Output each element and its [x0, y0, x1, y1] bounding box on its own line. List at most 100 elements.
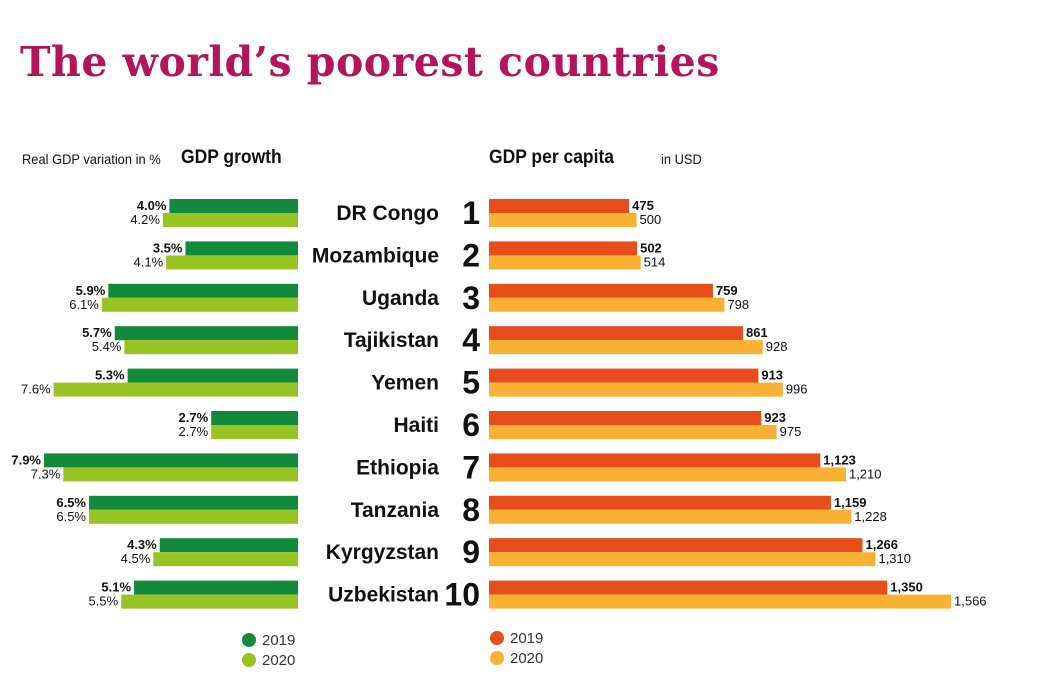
rank-label: 8	[462, 492, 480, 528]
gdp-value-label-2019: 1,123	[823, 452, 856, 467]
gdp-value-label-2020: 996	[786, 382, 808, 397]
gdp-per-capita-title: GDP per capita	[489, 147, 615, 168]
growth-value-label-2020: 2.7%	[179, 424, 209, 439]
growth-value-label-2020: 7.6%	[21, 382, 51, 397]
growth-value-label-2020: 7.3%	[31, 466, 61, 481]
growth-bar-2020	[153, 552, 298, 567]
growth-bar-2020	[121, 594, 299, 609]
growth-value-label-2020: 6.5%	[56, 509, 86, 524]
growth-bar-2020	[89, 509, 298, 524]
growth-bar-2019	[114, 326, 298, 341]
legend-label-growth-2020: 2020	[262, 652, 295, 669]
gdp-value-label-2020: 500	[640, 212, 662, 227]
rank-label: 4	[462, 322, 480, 358]
rank-label: 5	[462, 365, 480, 401]
growth-bar-2020	[162, 213, 298, 227]
growth-value-label-2020: 6.1%	[69, 297, 99, 312]
growth-bar-2020	[124, 340, 298, 355]
growth-bar-2019	[108, 283, 298, 298]
gdp-bar-2019	[489, 283, 713, 298]
gdp-value-label-2019: 1,159	[834, 495, 867, 510]
gdp-value-label-2020: 975	[780, 424, 802, 439]
gdp-bar-2020	[489, 382, 783, 397]
gdp-bar-2019	[489, 580, 888, 595]
gdp-bar-2019	[489, 368, 759, 383]
growth-value-label-2019: 2.7%	[179, 410, 209, 425]
gdp-value-label-2019: 1,266	[865, 537, 898, 552]
growth-bar-2019	[211, 411, 298, 425]
gdp-value-label-2019: 759	[716, 283, 738, 298]
legend-swatch-growth-2020	[242, 653, 256, 667]
gdp-bar-2020	[489, 467, 846, 482]
rank-label: 3	[462, 280, 480, 316]
country-label: DR Congo	[336, 202, 439, 225]
gdp-bar-2020	[489, 552, 876, 567]
gdp-bar-2019	[489, 453, 821, 468]
gdp-bar-2019	[489, 495, 831, 510]
legend-label-gdp-2019: 2019	[510, 630, 543, 647]
gdp-value-label-2020: 798	[727, 297, 749, 312]
gdp-value-label-2019: 502	[640, 240, 662, 255]
rank-label: 6	[462, 407, 480, 443]
growth-value-label-2020: 4.2%	[130, 212, 160, 227]
page-title: The world’s poorest countries	[20, 38, 720, 86]
rank-label: 2	[462, 237, 480, 273]
gdp-bar-2019	[489, 326, 744, 341]
growth-title: GDP growth	[181, 147, 282, 168]
gdp-bar-2020	[489, 509, 852, 524]
country-label: Ethiopia	[356, 456, 439, 479]
growth-value-label-2019: 4.3%	[127, 537, 157, 552]
growth-bar-2019	[134, 580, 298, 595]
gdp-bar-2019	[489, 538, 863, 553]
growth-bar-2019	[89, 495, 298, 510]
growth-bar-2020	[63, 467, 298, 482]
growth-bar-2020	[53, 382, 298, 397]
gdp-value-label-2019: 861	[746, 325, 768, 340]
gdp-value-label-2019: 913	[761, 368, 783, 383]
growth-bar-2020	[101, 297, 299, 312]
gdp-value-label-2020: 1,210	[849, 466, 882, 481]
gdp-bar-2019	[489, 241, 638, 256]
growth-bar-2019	[159, 538, 298, 553]
legend-label-growth-2019: 2019	[262, 632, 295, 649]
rank-label: 9	[462, 534, 480, 570]
growth-bar-2019	[185, 241, 298, 256]
growth-value-label-2020: 4.5%	[121, 551, 151, 566]
country-label: Uzbekistan	[328, 584, 439, 607]
country-label: Tanzania	[351, 499, 440, 522]
gdp-value-label-2020: 514	[644, 254, 666, 269]
growth-value-label-2019: 3.5%	[153, 240, 183, 255]
legend-swatch-gdp-2019	[490, 631, 504, 645]
country-label: Haiti	[393, 414, 439, 437]
growth-bar-2020	[211, 425, 298, 439]
gdp-value-label-2020: 928	[766, 339, 788, 354]
growth-bar-2019	[169, 199, 298, 213]
gdp-bar-2019	[489, 199, 630, 213]
gdp-value-label-2020: 1,228	[854, 509, 887, 524]
growth-value-label-2020: 5.5%	[89, 594, 119, 609]
gdp-bar-2019	[489, 411, 762, 425]
growth-value-label-2019: 5.1%	[101, 580, 131, 595]
gdp-bar-2020	[489, 340, 763, 355]
rank-label: 7	[462, 449, 480, 485]
legend-swatch-gdp-2020	[490, 651, 504, 665]
country-label: Uganda	[362, 287, 439, 310]
gdp-bar-2020	[489, 213, 637, 227]
gdp-per-capita-subtitle: in USD	[661, 151, 702, 167]
growth-value-label-2020: 4.1%	[134, 254, 164, 269]
gdp-bar-2020	[489, 425, 777, 439]
growth-value-label-2019: 6.5%	[56, 495, 86, 510]
country-label: Tajikistan	[344, 329, 439, 352]
growth-subtitle: Real GDP variation in %	[22, 151, 161, 167]
gdp-value-label-2020: 1,566	[954, 594, 987, 609]
country-label: Mozambique	[312, 244, 439, 267]
legend-label-gdp-2020: 2020	[510, 650, 543, 667]
growth-value-label-2019: 5.9%	[76, 283, 106, 298]
rank-label: 10	[444, 577, 480, 613]
gdp-value-label-2019: 475	[632, 198, 654, 213]
country-label: Kyrgyzstan	[326, 541, 439, 564]
gdp-bar-2020	[489, 255, 641, 270]
gdp-value-label-2019: 923	[764, 410, 786, 425]
legend-swatch-growth-2019	[242, 633, 256, 647]
